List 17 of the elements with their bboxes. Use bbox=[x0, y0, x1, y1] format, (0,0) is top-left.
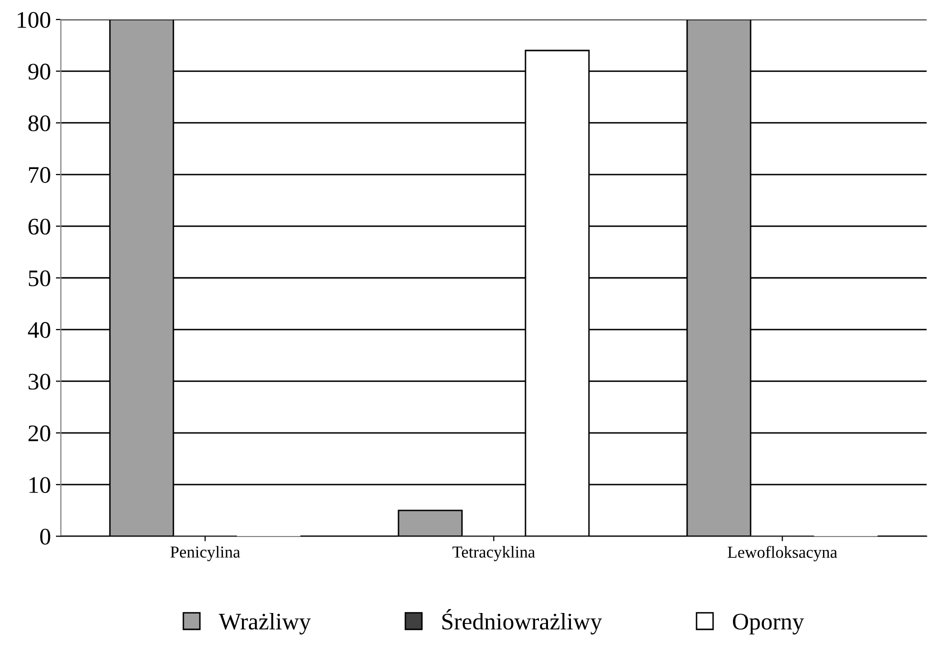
y-tick-label: 30 bbox=[28, 374, 50, 390]
legend-label: Wrażliwy bbox=[218, 612, 311, 634]
y-tick-label: 70 bbox=[29, 167, 50, 183]
y-tick-label: 0 bbox=[40, 528, 50, 545]
y-tick-label: 80 bbox=[28, 115, 50, 132]
legend-label: Średniowrażliwy bbox=[442, 609, 602, 634]
legend-label: Oporny bbox=[732, 614, 804, 634]
x-tick-label: Penicylina bbox=[170, 546, 240, 562]
y-tick-label: 100 bbox=[18, 12, 50, 28]
y-tick-label: 20 bbox=[28, 425, 50, 442]
y-tick-label: 60 bbox=[28, 218, 50, 235]
y-tick-label: 50 bbox=[28, 270, 50, 286]
y-tick-label: 40 bbox=[28, 322, 50, 338]
y-tick-label: 10 bbox=[30, 477, 50, 493]
x-tick-label: Lewofloksacyna bbox=[728, 546, 838, 562]
x-tick-label: Tetracyklina bbox=[452, 546, 536, 562]
y-tick-label: 90 bbox=[28, 64, 50, 80]
